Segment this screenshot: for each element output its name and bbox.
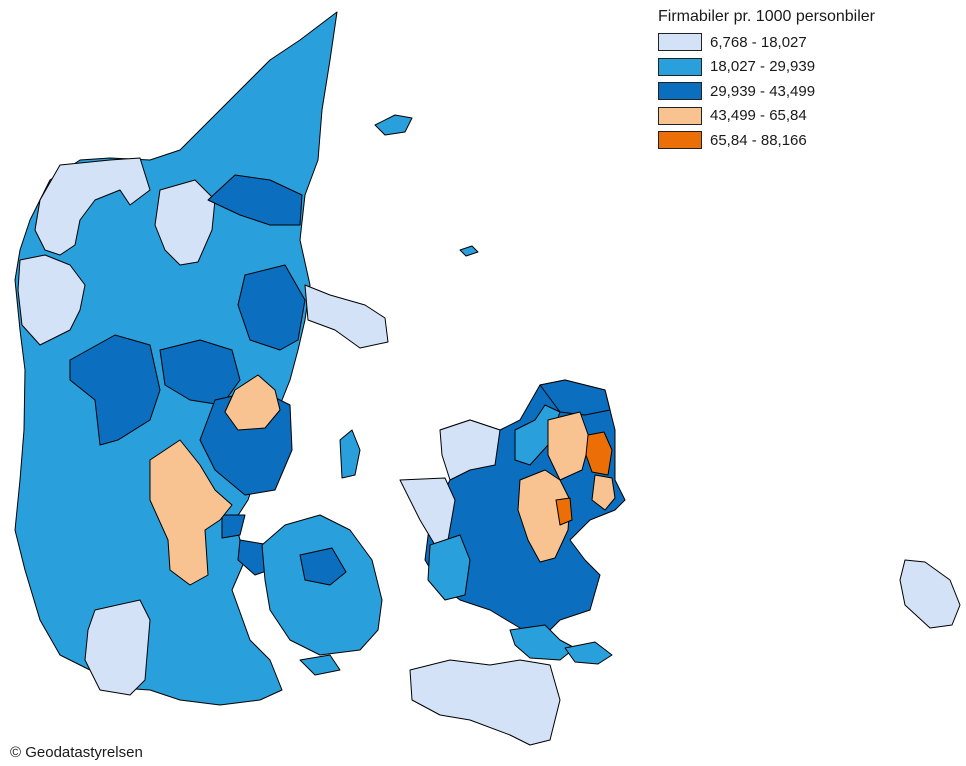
region-thisted xyxy=(34,157,151,256)
legend-label-1: 6,768 - 18,027 xyxy=(710,33,807,51)
zealand xyxy=(399,379,626,665)
legend-label-2: 18,027 - 29,939 xyxy=(710,58,816,76)
copyright-credit: © Geodatastyrelsen xyxy=(10,744,143,761)
legend-swatch-5 xyxy=(658,131,702,150)
island-laeso xyxy=(374,114,413,136)
legend-item-2: 18,027 - 29,939 xyxy=(658,55,958,80)
legend-label-3: 29,939 - 43,499 xyxy=(710,82,816,100)
region-lemvig xyxy=(17,254,86,346)
region-bornholm xyxy=(899,559,961,629)
legend-swatch-1 xyxy=(658,33,702,52)
region-hammel xyxy=(159,339,241,406)
region-esbjerg-area xyxy=(84,599,151,696)
legend-swatch-3 xyxy=(658,82,702,101)
legend-item-5: 65,84 - 88,166 xyxy=(658,128,958,153)
region-gentofte xyxy=(555,497,573,526)
region-kalundborg xyxy=(399,477,456,546)
region-slagelse xyxy=(427,534,471,601)
map-legend: Firmabiler pr. 1000 personbiler 6,768 - … xyxy=(658,8,958,153)
region-glostrup xyxy=(591,474,616,511)
region-funen-base xyxy=(261,514,383,656)
region-vejle xyxy=(149,439,233,586)
region-fredericia xyxy=(221,514,246,539)
island-aero xyxy=(299,654,341,676)
region-rudersdal xyxy=(585,431,613,476)
legend-item-4: 43,499 - 65,84 xyxy=(658,104,958,129)
region-mariagerfjord xyxy=(237,264,306,351)
region-odense-ne xyxy=(299,547,347,586)
legend-swatch-2 xyxy=(658,57,702,76)
legend-title: Firmabiler pr. 1000 personbiler xyxy=(658,8,875,25)
region-north-zealand-inland xyxy=(547,411,591,481)
region-skive xyxy=(154,179,216,266)
region-odsherred xyxy=(439,419,501,481)
legend-label-5: 65,84 - 88,166 xyxy=(710,131,807,149)
legend-swatch-4 xyxy=(658,106,702,125)
legend-label-4: 43,499 - 65,84 xyxy=(710,107,807,125)
region-lolland xyxy=(409,659,561,746)
region-north-east xyxy=(207,174,303,226)
region-moen xyxy=(564,641,613,665)
island-samso xyxy=(339,429,361,479)
region-roskilde xyxy=(517,469,571,563)
region-gribskov xyxy=(539,379,611,416)
region-djursland xyxy=(304,284,389,349)
funen xyxy=(261,514,383,656)
jutland xyxy=(14,11,389,706)
legend-item-3: 29,939 - 43,499 xyxy=(658,79,958,104)
region-skanderborg xyxy=(224,374,281,431)
region-stevns xyxy=(509,624,576,661)
legend-item-1: 6,768 - 18,027 xyxy=(658,30,958,55)
island-anholt xyxy=(459,245,479,257)
region-mid-west xyxy=(69,334,161,446)
